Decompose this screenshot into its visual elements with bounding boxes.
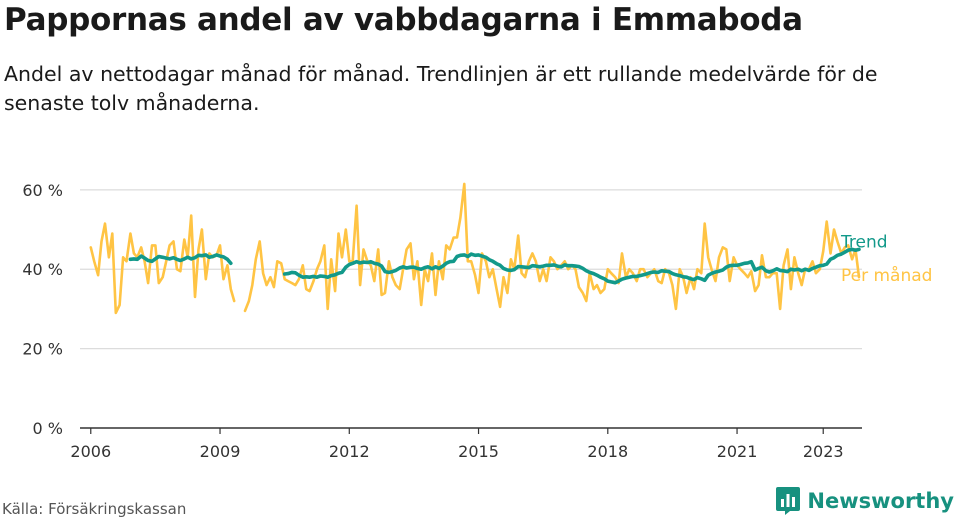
series-line-trend xyxy=(128,253,233,266)
series-lines xyxy=(89,182,861,315)
brand-name: Newsworthy xyxy=(807,489,954,513)
series-line-per-month xyxy=(89,214,236,315)
y-tick-label: 20 % xyxy=(22,340,63,359)
x-tick-label: 2021 xyxy=(717,442,758,461)
chart-title: Pappornas andel av vabbdagarna i Emmabod… xyxy=(4,2,803,38)
series-labels: Trend Per månad xyxy=(840,232,932,286)
source-note: Källa: Försäkringskassan xyxy=(2,500,187,518)
x-tick-label: 2018 xyxy=(587,442,628,461)
series-label-per-month: Per månad xyxy=(841,265,932,286)
y-tick-label: 0 % xyxy=(33,419,63,438)
brand-logo[interactable]: Newsworthy xyxy=(775,486,954,516)
x-tick-label: 2023 xyxy=(803,442,844,461)
y-tick-label: 60 % xyxy=(22,181,63,200)
x-tick-label: 2006 xyxy=(70,442,111,461)
y-tick-label: 40 % xyxy=(22,260,63,279)
x-tick-label: 2012 xyxy=(329,442,370,461)
x-axis-ticks: 2006 2009 2012 2015 2018 2021 2023 xyxy=(70,428,844,461)
newsworthy-logo-icon xyxy=(776,487,801,515)
y-axis-ticks: 0 % 20 % 40 % 60 % xyxy=(22,181,63,438)
x-tick-label: 2009 xyxy=(200,442,241,461)
x-tick-label: 2015 xyxy=(458,442,499,461)
chart-subtitle: Andel av nettodagar månad för månad. Tre… xyxy=(4,62,878,115)
series-label-trend: Trend xyxy=(840,232,888,252)
series-line-trend xyxy=(282,247,861,285)
series-line-per-month xyxy=(243,182,861,313)
